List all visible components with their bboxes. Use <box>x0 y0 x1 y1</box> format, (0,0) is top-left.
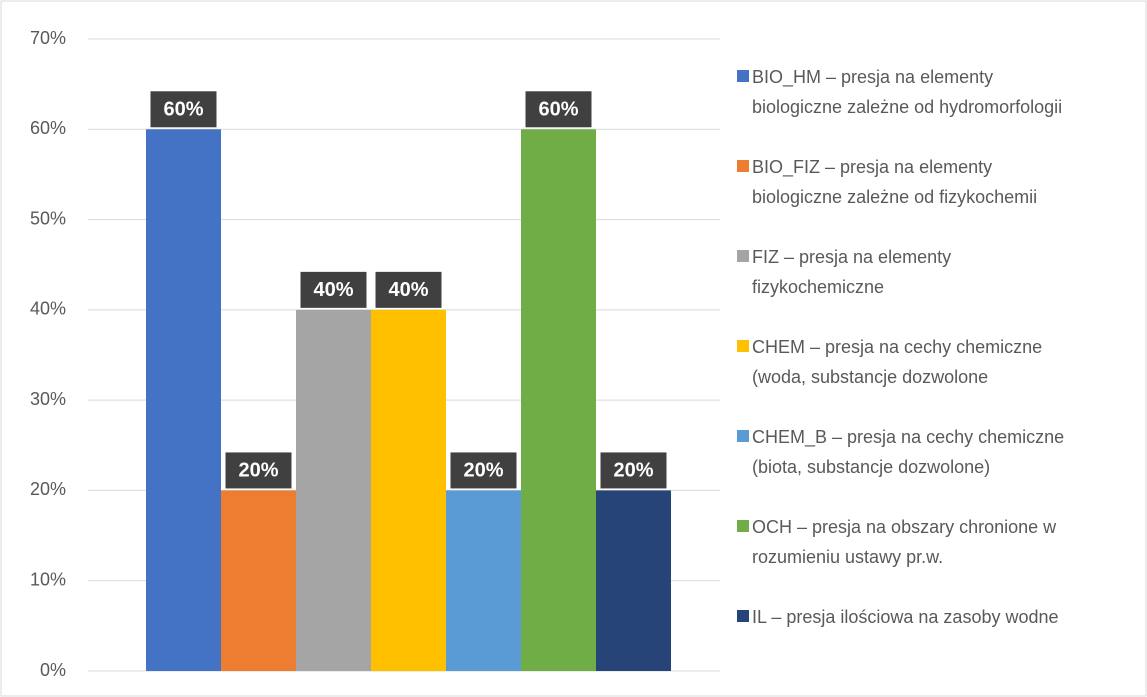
legend-swatch <box>737 160 749 172</box>
legend-item: BIO_HM – presja na elementy biologiczne … <box>737 62 1087 122</box>
legend-swatch <box>737 520 749 532</box>
legend-item: OCH – presja na obszary chronione w rozu… <box>737 512 1087 572</box>
legend-item: IL – presja ilościowa na zasoby wodne <box>737 602 1087 632</box>
legend-label: BIO_FIZ – presja na elementy biologiczne… <box>752 157 1038 207</box>
y-tick-label: 0% <box>40 660 66 680</box>
bar <box>521 129 596 672</box>
legend-swatch <box>737 610 749 622</box>
legend-label: OCH – presja na obszary chronione w rozu… <box>752 517 1057 567</box>
bar <box>146 129 221 672</box>
data-label: 20% <box>238 460 278 482</box>
legend-label: IL – presja ilościowa na zasoby wodne <box>752 607 1059 627</box>
legend-item: BIO_FIZ – presja na elementy biologiczne… <box>737 152 1087 212</box>
legend-item: CHEM_B – presja na cechy chemiczne (biot… <box>737 422 1087 482</box>
legend-label: CHEM_B – presja na cechy chemiczne (biot… <box>752 427 1065 477</box>
data-label-box <box>225 452 292 489</box>
bar <box>296 309 371 671</box>
data-label: 40% <box>388 279 428 301</box>
y-tick-label: 10% <box>30 569 66 589</box>
y-tick-label: 40% <box>30 299 66 319</box>
legend-swatch <box>737 70 749 82</box>
legend-swatch <box>737 430 749 442</box>
legend-item: CHEM – presja na cechy chemiczne (woda, … <box>737 332 1087 392</box>
data-label: 20% <box>463 460 503 482</box>
bar <box>371 309 446 671</box>
y-tick-label: 60% <box>30 118 66 138</box>
data-label-box <box>450 452 517 489</box>
y-tick-label: 70% <box>30 28 66 48</box>
legend-swatch <box>737 340 749 352</box>
data-label: 40% <box>313 279 353 301</box>
legend-label: CHEM – presja na cechy chemiczne (woda, … <box>752 337 1043 387</box>
y-tick-label: 50% <box>30 208 66 228</box>
legend-label: FIZ – presja na elementy fizykochemiczne <box>752 247 952 297</box>
data-label: 20% <box>613 460 653 482</box>
legend-item: FIZ – presja na elementy fizykochemiczne <box>737 242 1087 302</box>
data-label-box <box>600 452 667 489</box>
bar <box>221 490 296 671</box>
data-label-box <box>300 271 367 308</box>
bar <box>596 490 671 671</box>
data-label-box <box>150 91 217 128</box>
data-label-box <box>375 271 442 308</box>
y-tick-label: 20% <box>30 479 66 499</box>
legend-swatch <box>737 250 749 262</box>
data-label: 60% <box>538 99 578 121</box>
legend-label: BIO_HM – presja na elementy biologiczne … <box>752 67 1063 117</box>
y-tick-label: 30% <box>30 389 66 409</box>
bar <box>446 490 521 671</box>
data-label: 60% <box>163 99 203 121</box>
data-label-box <box>525 91 592 128</box>
